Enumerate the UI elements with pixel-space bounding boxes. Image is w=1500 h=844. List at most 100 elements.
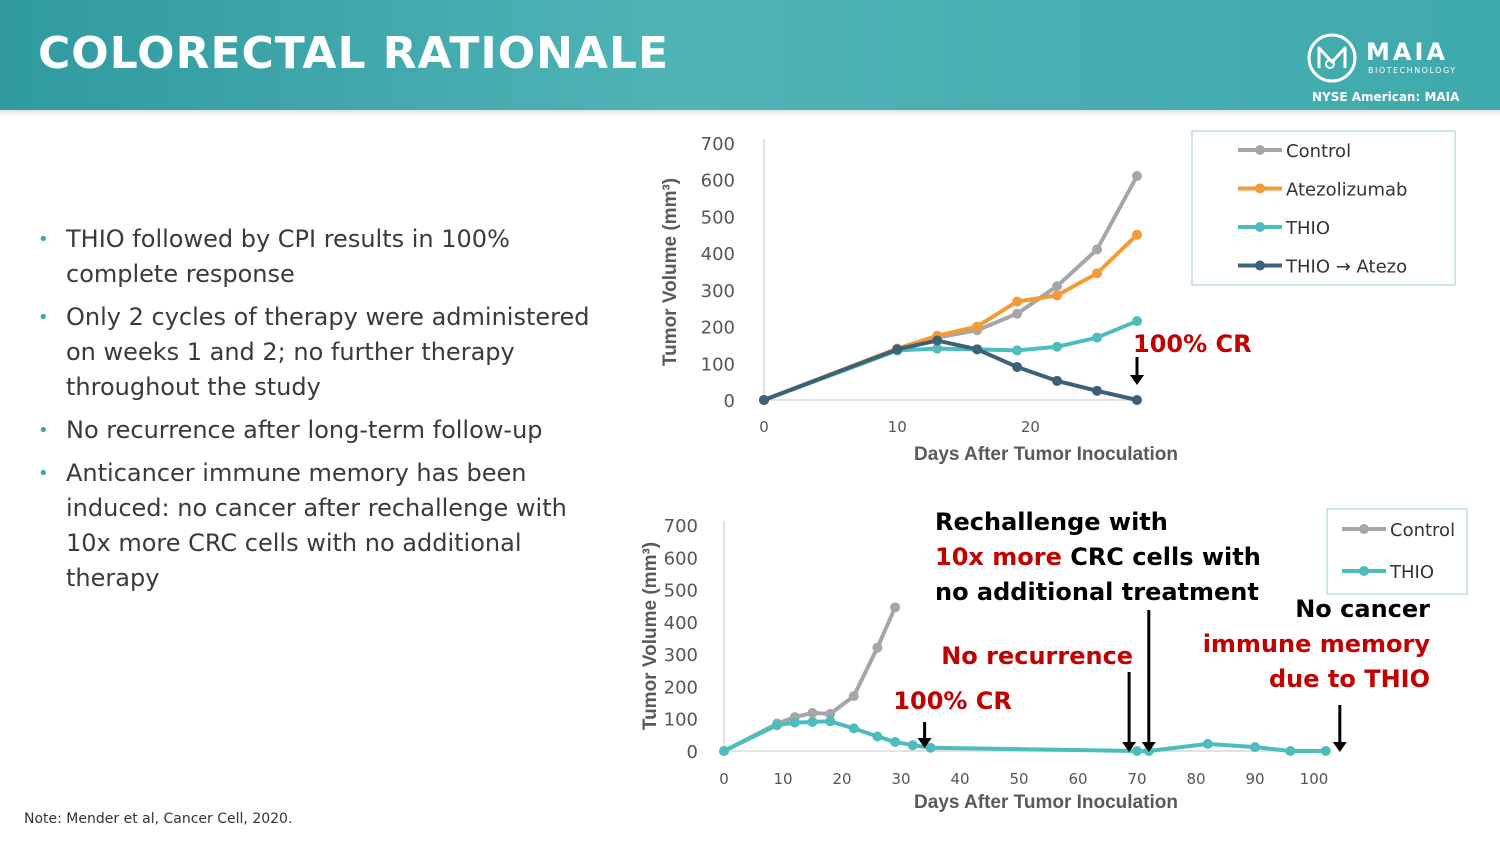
x-tick-label: 90	[1245, 770, 1264, 788]
data-point	[872, 642, 883, 653]
data-point	[1132, 316, 1142, 327]
y-tick-label: 300	[664, 645, 698, 666]
data-point	[1132, 171, 1142, 182]
legend-label: Control	[1286, 141, 1351, 162]
annotation-rechallenge-line3: no additional treatment	[935, 578, 1259, 606]
data-point	[932, 330, 943, 341]
x-tick-label: 30	[891, 770, 910, 788]
data-point	[1285, 746, 1296, 756]
data-point	[872, 731, 883, 742]
y-tick-label: 700	[664, 516, 698, 537]
data-point	[932, 343, 943, 354]
data-point	[1012, 296, 1023, 307]
y-tick-label: 600	[664, 548, 698, 569]
x-tick-label: 100	[1300, 770, 1329, 788]
data-point	[1202, 738, 1213, 749]
bullet-text: Only 2 cycles of therapy were administer…	[66, 303, 590, 401]
y-tick-label: 200	[701, 318, 735, 339]
data-point	[1052, 375, 1063, 386]
series-line-thio-atezo	[763, 338, 1138, 402]
data-point	[772, 718, 783, 729]
data-point	[1012, 361, 1023, 372]
data-point	[892, 344, 903, 355]
data-point	[1012, 345, 1023, 356]
x-tick-label: 20	[1021, 418, 1040, 436]
bullet-dot-icon: •	[38, 229, 49, 250]
data-point	[892, 345, 903, 356]
annotation-arrow-head	[1141, 742, 1156, 752]
data-point	[1092, 385, 1103, 396]
annotation-immune-memory: immune memory	[1203, 630, 1431, 658]
x-tick-label: 0	[759, 418, 769, 436]
y-tick-label: 400	[701, 244, 735, 265]
legend-label: THIO → Atezo	[1285, 257, 1407, 278]
x-tick-label: 20	[832, 770, 851, 788]
data-point	[719, 746, 729, 756]
annotation-no-recurrence: No recurrence	[941, 642, 1133, 670]
data-point	[1320, 746, 1331, 756]
x-tick-label: 10	[888, 418, 907, 436]
bullet-item: • THIO followed by CPI results in 100% co…	[36, 222, 606, 292]
data-point	[1132, 229, 1142, 240]
x-tick-label: 70	[1127, 770, 1146, 788]
y-tick-label: 600	[701, 171, 735, 192]
x-tick-label: 40	[950, 770, 969, 788]
data-point	[759, 395, 769, 405]
annotation-arrow-head	[1332, 742, 1347, 752]
y-tick-label: 0	[724, 391, 735, 412]
series-line-thio	[723, 719, 1326, 753]
data-point	[972, 325, 983, 336]
data-point	[789, 717, 800, 728]
bullet-item: • Anticancer immune memory has been induc…	[36, 456, 606, 596]
data-point	[807, 716, 818, 727]
chart2-legend-box	[1326, 508, 1468, 595]
y-tick-label: 100	[664, 710, 698, 731]
bullet-list: • THIO followed by CPI results in 100% co…	[36, 222, 606, 604]
legend-label: THIO	[1285, 218, 1330, 239]
data-point	[972, 321, 983, 332]
annotation-text: CRC cells with	[1070, 543, 1261, 571]
bullet-dot-icon: •	[38, 463, 49, 484]
data-point	[719, 746, 729, 756]
data-point	[1012, 308, 1023, 319]
y-tick-label: 500	[701, 207, 735, 228]
bullet-dot-icon: •	[38, 420, 49, 441]
annotation-highlight: 10x more	[935, 543, 1062, 571]
bullet-dot-icon: •	[38, 307, 49, 328]
annotation-rechallenge: Rechallenge with	[935, 508, 1168, 536]
data-point	[825, 716, 836, 727]
legend-marker	[1359, 524, 1369, 534]
data-point	[759, 395, 769, 405]
legend-marker	[1359, 566, 1369, 576]
y-tick-label: 400	[664, 613, 698, 634]
data-point	[932, 335, 943, 346]
data-point	[890, 602, 901, 613]
x-axis-label: Days After Tumor Inoculation	[914, 444, 1178, 465]
series-line-control	[723, 606, 897, 753]
y-tick-label: 500	[664, 581, 698, 602]
annotation-complete-response: 100% CR	[893, 687, 1012, 715]
logo-wordmark: MAIA	[1366, 38, 1448, 66]
legend-marker	[1255, 183, 1265, 194]
data-point	[1052, 341, 1063, 352]
legend-label: Control	[1390, 520, 1455, 541]
y-tick-label: 0	[687, 742, 698, 763]
x-tick-label: 60	[1068, 770, 1087, 788]
data-point	[1132, 395, 1142, 405]
bullet-text: THIO followed by CPI results in 100% com…	[66, 225, 510, 288]
data-point	[1092, 332, 1103, 343]
header-shadow	[0, 110, 1500, 116]
series-line-thio	[763, 319, 1138, 402]
series-line-atezolizumab	[763, 233, 1139, 402]
data-point	[772, 720, 783, 731]
y-tick-label: 200	[664, 677, 698, 698]
legend-marker	[1255, 260, 1265, 271]
chart1-legend-box	[1191, 130, 1456, 286]
data-point	[907, 740, 918, 751]
bullet-item: • No recurrence after long-term follow-up	[36, 413, 606, 448]
data-point	[789, 712, 800, 723]
legend-marker	[1255, 222, 1265, 232]
logo-subtitle: BIOTECHNOLOGY	[1368, 66, 1457, 75]
data-point	[890, 736, 901, 747]
annotation-rechallenge-line2: 10x more CRC cells with	[935, 543, 1261, 571]
